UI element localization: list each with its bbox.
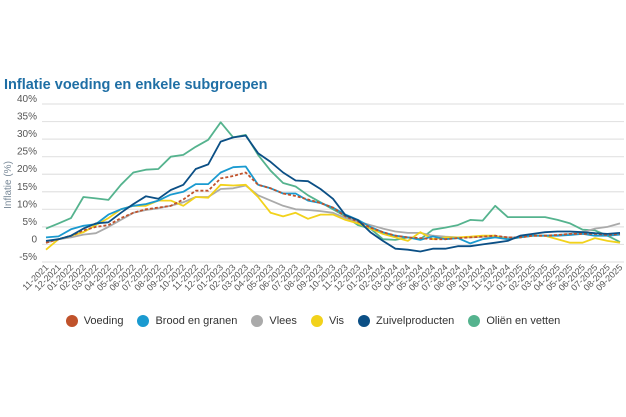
legend-label: Vis <box>328 315 345 327</box>
gridlines <box>42 103 624 263</box>
y-tick-label: 15% <box>17 182 37 193</box>
legend-label: Brood en granen <box>155 315 238 327</box>
series-line-oli-n-en-vetten <box>45 121 621 243</box>
series-lines <box>45 121 621 253</box>
legend-marker-icon <box>251 315 264 327</box>
y-axis-ticks: -5% 0 5% 10% 15% 20% 25% 30% 35% 40% <box>17 94 37 263</box>
legend-item[interactable]: Zuivelproducten <box>358 315 454 327</box>
y-tick-label: 25% <box>17 147 37 158</box>
legend-label: Vlees <box>269 315 297 327</box>
legend-marker-icon <box>468 315 481 327</box>
legend-item[interactable]: Oliën en vetten <box>468 315 560 327</box>
legend-marker-icon <box>65 315 78 327</box>
y-tick-label: 5% <box>23 217 38 228</box>
legend-label: Zuivelproducten <box>376 315 455 327</box>
legend-item[interactable]: Vlees <box>251 315 297 327</box>
x-axis-ticks: 11-202112-202101-202202-202203-202204-20… <box>20 262 624 292</box>
legend-item[interactable]: Brood en granen <box>137 315 237 327</box>
y-tick-label: 10% <box>17 199 37 210</box>
chart-title: Inflatie voeding en enkele subgroepen <box>4 77 268 93</box>
y-tick-label: 0 <box>31 234 37 245</box>
series-line-zuivelproducten <box>45 134 621 253</box>
y-axis-label: Inflatie (%) <box>3 161 14 209</box>
series-line-voeding <box>45 171 621 244</box>
legend-marker-icon <box>310 315 323 327</box>
y-tick-label: 20% <box>17 164 37 175</box>
legend-marker-icon <box>137 315 150 327</box>
legend: Voeding Brood en granen Vlees Vis Zuivelprod… <box>0 315 626 327</box>
legend-item[interactable]: Vis <box>310 315 345 327</box>
y-tick-label: -5% <box>19 252 37 263</box>
legend-item[interactable]: Voeding <box>65 315 124 327</box>
legend-marker-icon <box>358 315 371 327</box>
y-tick-label: 40% <box>17 94 37 105</box>
y-tick-label: 35% <box>17 112 37 123</box>
legend-label: Voeding <box>83 315 124 327</box>
legend-label: Oliën en vetten <box>486 315 561 327</box>
y-tick-label: 30% <box>17 129 37 140</box>
